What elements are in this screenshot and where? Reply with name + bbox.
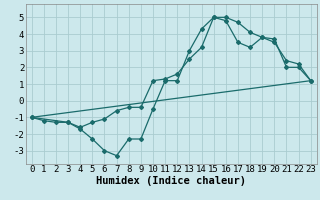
X-axis label: Humidex (Indice chaleur): Humidex (Indice chaleur) [96, 176, 246, 186]
